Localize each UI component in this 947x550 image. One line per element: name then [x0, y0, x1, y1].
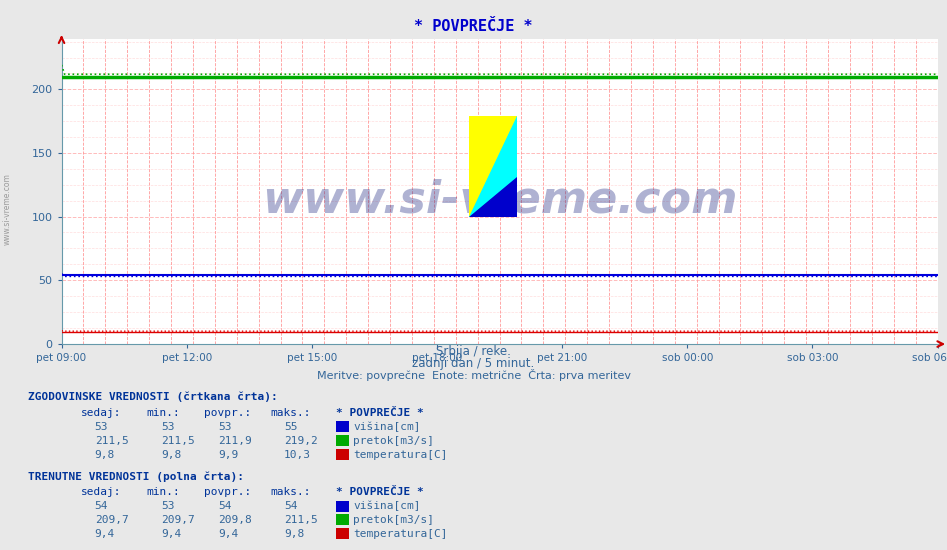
Text: 209,7: 209,7 — [161, 515, 195, 525]
Text: temperatura[C]: temperatura[C] — [353, 529, 448, 539]
Text: maks.:: maks.: — [270, 408, 311, 418]
Text: 211,5: 211,5 — [95, 436, 129, 446]
Text: pretok[m3/s]: pretok[m3/s] — [353, 515, 435, 525]
Text: TRENUTNE VREDNOSTI (polna črta):: TRENUTNE VREDNOSTI (polna črta): — [28, 471, 244, 482]
Text: zadnji dan / 5 minut.: zadnji dan / 5 minut. — [412, 357, 535, 370]
Text: www.si-vreme.com: www.si-vreme.com — [3, 173, 12, 245]
Text: 9,4: 9,4 — [95, 529, 115, 539]
Text: 9,8: 9,8 — [95, 449, 115, 460]
Text: 9,4: 9,4 — [161, 529, 181, 539]
Text: maks.:: maks.: — [270, 487, 311, 497]
Text: 219,2: 219,2 — [284, 436, 318, 446]
Text: povpr.:: povpr.: — [204, 408, 251, 418]
Text: 53: 53 — [161, 501, 174, 512]
Text: 54: 54 — [95, 501, 108, 512]
Text: * POVPREČJE *: * POVPREČJE * — [414, 19, 533, 34]
Text: min.:: min.: — [147, 487, 181, 497]
Text: povpr.:: povpr.: — [204, 487, 251, 497]
Text: Srbija / reke.: Srbija / reke. — [436, 345, 511, 358]
Text: 53: 53 — [95, 422, 108, 432]
Text: 10,3: 10,3 — [284, 449, 312, 460]
Text: www.si-vreme.com: www.si-vreme.com — [261, 179, 738, 222]
Text: sedaj:: sedaj: — [80, 408, 121, 418]
Text: sedaj:: sedaj: — [80, 487, 121, 497]
Text: 209,7: 209,7 — [95, 515, 129, 525]
Text: 53: 53 — [161, 422, 174, 432]
Text: pretok[m3/s]: pretok[m3/s] — [353, 436, 435, 446]
Text: * POVPREČJE *: * POVPREČJE * — [336, 487, 424, 497]
Text: 9,9: 9,9 — [218, 449, 238, 460]
Text: ZGODOVINSKE VREDNOSTI (črtkana črta):: ZGODOVINSKE VREDNOSTI (črtkana črta): — [28, 392, 278, 403]
Text: 54: 54 — [218, 501, 231, 512]
Text: višina[cm]: višina[cm] — [353, 501, 420, 512]
Text: 55: 55 — [284, 422, 297, 432]
Text: 211,5: 211,5 — [161, 436, 195, 446]
Text: 209,8: 209,8 — [218, 515, 252, 525]
Text: min.:: min.: — [147, 408, 181, 418]
Text: 9,8: 9,8 — [284, 529, 304, 539]
Text: * POVPREČJE *: * POVPREČJE * — [336, 408, 424, 418]
Text: 211,5: 211,5 — [284, 515, 318, 525]
Text: 54: 54 — [284, 501, 297, 512]
Text: 9,8: 9,8 — [161, 449, 181, 460]
Text: 9,4: 9,4 — [218, 529, 238, 539]
Text: Meritve: povprečne  Enote: metrične  Črta: prva meritev: Meritve: povprečne Enote: metrične Črta:… — [316, 369, 631, 381]
Text: višina[cm]: višina[cm] — [353, 422, 420, 432]
Text: temperatura[C]: temperatura[C] — [353, 449, 448, 460]
Text: 211,9: 211,9 — [218, 436, 252, 446]
Text: 53: 53 — [218, 422, 231, 432]
